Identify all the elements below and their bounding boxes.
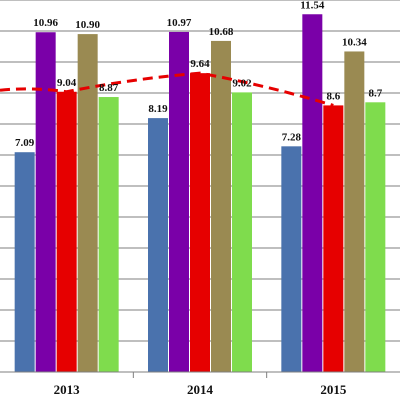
bar-2013-series-2 (35, 32, 56, 373)
data-label-2013-series-5: 8.87 (99, 82, 119, 94)
bar-2014-series-2 (169, 31, 189, 373)
x-tick-label-2013: 2013 (54, 382, 81, 397)
bar-2014-series-1 (148, 118, 168, 372)
bar-2014-series-3 (190, 73, 210, 372)
bar-2014-series-4 (211, 40, 231, 373)
data-label-2015-series-1: 7.28 (282, 131, 302, 143)
data-labels: 7.09 10.96 9.04 10.90 8.87 8.19 10.97 9.64 10.68… (15, 0, 383, 149)
data-label-2013-series-2: 10.96 (33, 17, 58, 29)
bar-2015-series-3 (323, 105, 344, 373)
data-label-2015-series-5: 8.7 (368, 87, 382, 99)
trend-line (0, 71, 334, 107)
data-label-2013-series-1: 7.09 (15, 137, 35, 149)
data-label-2014-series-2: 10.97 (167, 17, 192, 29)
x-tick-label-2014: 2014 (187, 382, 214, 397)
bar-2013-series-4 (77, 34, 98, 372)
bar-2013-series-1 (14, 152, 35, 372)
bar-2013-series-3 (56, 91, 77, 372)
bar-2015-series-4 (344, 51, 365, 373)
bar-2015-series-2 (302, 14, 323, 372)
data-label-2014-series-4: 10.68 (209, 26, 234, 38)
bars (14, 14, 386, 373)
x-axis: 2013 2014 2015 (0, 371, 400, 397)
data-label-2013-series-4: 10.90 (75, 19, 100, 31)
bar-2013-series-5 (98, 97, 119, 372)
data-label-2014-series-5: 9.02 (232, 77, 252, 89)
bar-2014-series-5 (232, 92, 252, 372)
data-label-2013-series-3: 9.04 (57, 77, 77, 89)
trend-line-group (0, 71, 334, 107)
bar-2015-series-1 (281, 146, 302, 372)
data-label-2014-series-1: 8.19 (148, 103, 168, 115)
data-label-2015-series-2: 11.54 (300, 0, 325, 11)
x-tick-label-2015: 2015 (320, 382, 347, 397)
data-label-2015-series-4: 10.34 (342, 36, 367, 48)
data-label-2014-series-3: 9.64 (190, 58, 210, 70)
bar-2015-series-5 (365, 102, 386, 373)
data-label-2015-series-3: 8.6 (326, 90, 340, 102)
